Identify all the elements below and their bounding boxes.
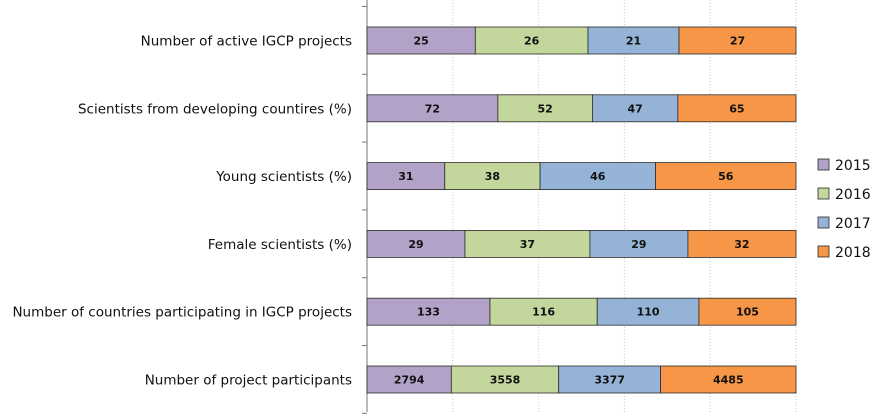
- bar-segment-2018: [655, 162, 797, 191]
- bar-segment-2018: [687, 229, 797, 258]
- bar-segment-2017: [539, 162, 656, 191]
- data-label: 2794: [394, 374, 425, 387]
- legend-label: 2016: [835, 187, 871, 203]
- legend-label: 2015: [835, 158, 871, 174]
- legend-swatch-2016: [817, 187, 830, 200]
- data-label: 133: [417, 306, 440, 319]
- category-label: Female scientists (%): [208, 237, 352, 253]
- bars: 25 26 21 27 72 52 47 65 31 38 46 56 29 37 29 32 133 116 11…: [366, 26, 797, 394]
- data-label: 29: [408, 238, 423, 251]
- bar-segment-2015: [366, 297, 491, 326]
- legend-swatch-2015: [817, 158, 830, 171]
- data-label: 29: [631, 238, 646, 251]
- bar-segment-2017: [596, 297, 700, 326]
- data-label: 3377: [594, 374, 625, 387]
- data-label: 46: [590, 170, 606, 183]
- data-label: 21: [626, 35, 641, 48]
- bar-segment-2018: [677, 94, 797, 123]
- category-label: Number of project participants: [145, 373, 352, 389]
- data-label: 37: [520, 238, 535, 251]
- data-label: 31: [398, 170, 413, 183]
- bar-segment-2015: [366, 26, 476, 55]
- bar-segment-2015: [366, 162, 446, 191]
- bar-segment-2016: [464, 229, 591, 258]
- data-label: 116: [532, 306, 555, 319]
- category-labels: Number of active IGCP projects Scientists…: [12, 34, 352, 389]
- data-label: 56: [718, 170, 734, 183]
- bar-segment-2016: [474, 26, 589, 55]
- data-label: 105: [736, 306, 759, 319]
- category-label: Number of active IGCP projects: [141, 34, 352, 50]
- bar-segment-2016: [489, 297, 598, 326]
- legend-label: 2017: [835, 216, 871, 232]
- data-label: 27: [730, 35, 745, 48]
- legend-label: 2018: [835, 245, 871, 261]
- legend-swatch-2018: [817, 245, 830, 258]
- data-label: 4485: [713, 374, 744, 387]
- category-label: Young scientists (%): [215, 169, 352, 185]
- data-label: 26: [524, 35, 540, 48]
- bar-segment-2018: [698, 297, 797, 326]
- bar-segment-2016: [497, 94, 593, 123]
- data-label: 110: [637, 306, 660, 319]
- data-label: 32: [734, 238, 749, 251]
- category-axis: [362, 0, 368, 414]
- data-label: 72: [425, 102, 440, 115]
- legend-swatch-2017: [817, 216, 830, 229]
- data-label: 52: [537, 102, 552, 115]
- legend: 2015 2016 2017 2018: [817, 158, 871, 261]
- category-label: Scientists from developing countires (%): [78, 101, 352, 117]
- bar-segment-2018: [660, 365, 797, 394]
- bar-segment-2015: [366, 229, 466, 258]
- bar-segment-2017: [558, 365, 662, 394]
- bar-segment-2016: [450, 365, 560, 394]
- data-label: 65: [729, 102, 744, 115]
- bar-segment-2018: [678, 26, 797, 55]
- category-label: Number of countries participating in IGC…: [12, 305, 352, 321]
- data-label: 38: [485, 170, 500, 183]
- data-label: 3558: [490, 374, 521, 387]
- data-label: 47: [627, 102, 642, 115]
- data-label: 25: [414, 35, 429, 48]
- gridlines: [452, 0, 797, 412]
- bar-segment-2017: [592, 94, 679, 123]
- bar-segment-2017: [589, 229, 689, 258]
